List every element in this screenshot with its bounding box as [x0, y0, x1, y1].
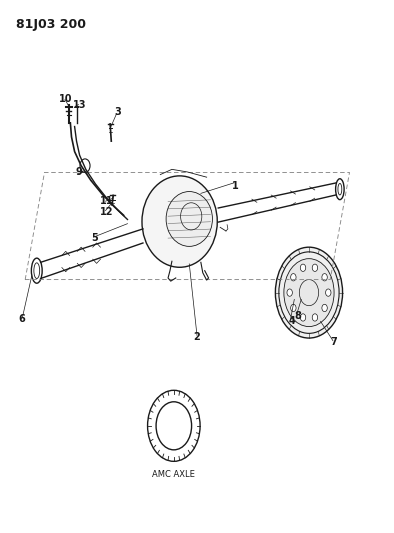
Text: 11: 11: [100, 196, 113, 206]
Text: 9: 9: [76, 167, 83, 177]
Circle shape: [312, 314, 318, 321]
Text: 2: 2: [193, 332, 201, 342]
Circle shape: [300, 264, 306, 271]
Circle shape: [322, 304, 327, 312]
Circle shape: [291, 304, 296, 312]
Ellipse shape: [142, 176, 217, 267]
Text: 12: 12: [100, 207, 113, 216]
Circle shape: [156, 402, 191, 450]
Text: AMC AXLE: AMC AXLE: [152, 470, 195, 479]
Circle shape: [312, 264, 318, 271]
Ellipse shape: [166, 191, 212, 246]
Text: 10: 10: [59, 94, 72, 104]
Text: 3: 3: [115, 108, 121, 117]
Text: 7: 7: [331, 337, 337, 347]
Circle shape: [322, 273, 327, 281]
Circle shape: [325, 289, 331, 296]
Circle shape: [287, 289, 292, 296]
Circle shape: [284, 259, 334, 327]
Text: 6: 6: [18, 314, 25, 324]
Circle shape: [300, 314, 306, 321]
Circle shape: [291, 273, 296, 281]
Text: 5: 5: [91, 233, 98, 243]
Text: 13: 13: [72, 100, 86, 110]
Circle shape: [275, 247, 342, 338]
Text: 8: 8: [294, 311, 301, 321]
Text: 4: 4: [288, 317, 295, 326]
Text: 81J03 200: 81J03 200: [15, 19, 85, 31]
Text: 1: 1: [232, 181, 239, 190]
